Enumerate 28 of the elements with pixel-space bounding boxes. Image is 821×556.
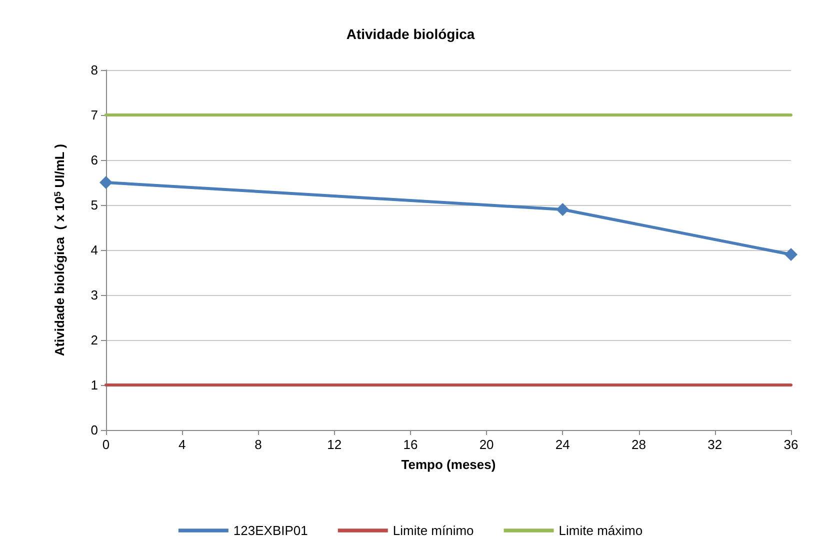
chart-title: Atividade biológica <box>346 26 475 42</box>
x-tick-label: 24 <box>555 437 570 452</box>
x-tick-label: 28 <box>632 437 646 452</box>
point <box>100 176 112 189</box>
x-tick-label: 32 <box>708 437 722 452</box>
point <box>556 203 570 216</box>
y-axis-title: Atividade biológica ( x 105 UI/mL ) <box>52 144 67 356</box>
x-tick-label: 8 <box>254 437 262 452</box>
y-tick-label: 1 <box>90 378 98 392</box>
y-tick-label: 6 <box>90 152 98 168</box>
y-tick-label: 3 <box>90 288 98 302</box>
x-axis-title: Tempo (meses) <box>401 457 496 472</box>
legend-label: 123EXBIP01 <box>233 523 308 538</box>
x-tick-label: 20 <box>479 437 494 452</box>
x-tick-label: 0 <box>102 437 110 452</box>
y-tick-label: 5 <box>90 198 98 212</box>
y-tick-label: 2 <box>90 332 98 348</box>
legend-label: Limite mínimo <box>392 523 474 538</box>
point <box>784 248 798 261</box>
x-tick-label: 36 <box>784 437 798 452</box>
x-tick-label: 4 <box>178 437 186 452</box>
y-tick-label: 8 <box>90 62 98 78</box>
x-tick-label: 12 <box>327 437 342 452</box>
legend-label: Limite máximo <box>558 523 643 538</box>
y-tick-label: 4 <box>90 242 98 258</box>
y-tick-label: 7 <box>90 108 98 122</box>
x-tick-label: 16 <box>403 437 418 452</box>
y-tick-label: 0 <box>90 422 98 438</box>
